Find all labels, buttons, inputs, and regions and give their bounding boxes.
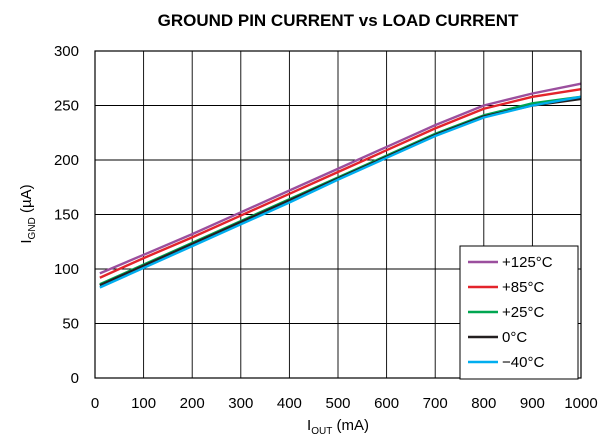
series-line-0 (99, 82, 582, 275)
y-tick-label: 100 (54, 261, 79, 278)
y-axis-label-unit: (µA) (18, 184, 35, 217)
y-axis-label-main: I (18, 239, 35, 243)
x-tick-label: 700 (423, 395, 448, 412)
y-axis-label-sub: GND (27, 217, 38, 239)
x-axis-label-unit: (mA) (332, 417, 369, 434)
x-tick-label: 400 (277, 395, 302, 412)
legend: +125°C +85°C +25°C 0°C −40°C (459, 245, 579, 380)
y-tick-label: 50 (62, 316, 79, 333)
series-lines (99, 82, 582, 289)
x-tick-label: 200 (180, 395, 205, 412)
y-tick-label: 0 (71, 370, 79, 387)
series-line-4 (99, 95, 582, 289)
x-tick-label: 0 (91, 395, 99, 412)
legend-label: 0°C (502, 329, 527, 346)
x-tick-label: 1000 (564, 395, 597, 412)
y-tick-label: 150 (54, 207, 79, 224)
legend-label: −40°C (502, 354, 544, 371)
plot-frame (94, 50, 582, 379)
x-tick-label: 900 (520, 395, 545, 412)
x-tick-label: 600 (374, 395, 399, 412)
legend-label: +85°C (502, 279, 544, 296)
y-tick-label: 200 (54, 152, 79, 169)
chart-title: GROUND PIN CURRENT vs LOAD CURRENT (158, 11, 519, 30)
x-tick-labels: 0 100 200 300 400 500 600 700 800 900 1000 (91, 395, 598, 412)
x-tick-label: 100 (131, 395, 156, 412)
series-line-1 (99, 87, 582, 279)
x-axis-label-main: I (307, 417, 311, 434)
y-axis-label: IGND (µA) (18, 184, 38, 243)
x-tick-label: 800 (471, 395, 496, 412)
legend-label: +125°C (502, 254, 553, 271)
y-tick-labels: 0 50 100 150 200 250 300 (54, 43, 79, 387)
x-tick-label: 500 (325, 395, 350, 412)
y-tick-label: 300 (54, 43, 79, 60)
y-tick-label: 250 (54, 98, 79, 115)
x-axis-label-sub: OUT (311, 426, 332, 437)
legend-label: +25°C (502, 304, 544, 321)
x-tick-label: 300 (228, 395, 253, 412)
x-axis-label: IOUT (mA) (307, 417, 369, 437)
